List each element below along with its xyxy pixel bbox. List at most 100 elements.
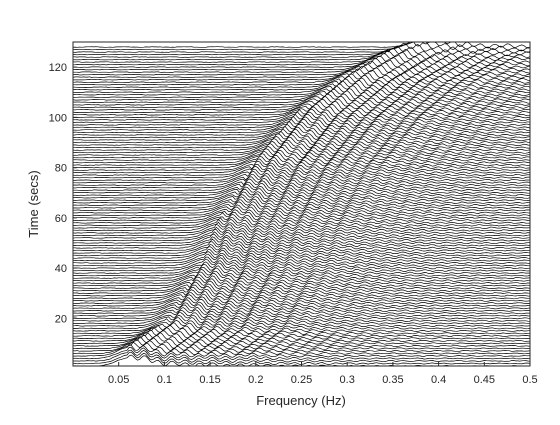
trace-line	[72, 188, 531, 202]
trace-line	[72, 41, 531, 52]
trace-line	[72, 201, 531, 215]
trace-line	[72, 176, 531, 190]
trace-line	[72, 138, 531, 152]
trace-line	[72, 50, 531, 64]
trace-line	[72, 125, 531, 140]
trace-line	[72, 183, 531, 197]
x-tick-label: 0.4	[431, 374, 446, 386]
trace-line	[72, 297, 531, 310]
trace-line	[73, 218, 531, 232]
trace-line	[72, 294, 530, 308]
trace-line	[72, 292, 531, 305]
trace-line	[72, 286, 531, 300]
trace-line	[72, 314, 531, 328]
trace-line	[72, 274, 531, 288]
trace-line	[72, 143, 531, 157]
trace-line	[72, 258, 531, 273]
trace-line	[72, 344, 531, 358]
y-tick-label: 60	[55, 213, 67, 225]
trace-line	[72, 158, 531, 172]
trace-line	[73, 349, 531, 363]
x-tick-label: 0.25	[291, 374, 312, 386]
trace-line	[72, 199, 531, 212]
x-tick-label: 0.2	[248, 374, 263, 386]
trace-line	[72, 153, 531, 167]
trace-line	[72, 96, 531, 109]
trace-line	[72, 73, 531, 87]
x-tick-label: 0.1	[157, 374, 172, 386]
trace-line	[73, 329, 531, 343]
x-tick-label: 0.3	[340, 374, 355, 386]
trace-line	[72, 181, 530, 195]
trace-line	[72, 133, 531, 147]
trace-line	[73, 52, 531, 67]
trace-line	[72, 209, 531, 223]
y-tick-label: 80	[55, 163, 67, 175]
plot-background	[73, 42, 530, 366]
trace-line	[73, 322, 530, 335]
trace-line	[72, 196, 531, 210]
y-axis-ticks: 20 40 60 80 100 120	[49, 62, 77, 325]
trace-line	[73, 186, 531, 200]
trace-line	[72, 191, 531, 205]
trace-line	[72, 70, 531, 84]
trace-line	[72, 341, 531, 355]
trace-line	[72, 130, 531, 145]
trace-line	[73, 213, 531, 228]
trace-line	[72, 55, 531, 69]
trace-line	[73, 243, 531, 258]
trace-line	[72, 93, 531, 107]
trace-line	[72, 299, 531, 313]
trace-line	[72, 347, 531, 360]
trace-line	[72, 115, 531, 130]
trace-line	[72, 228, 531, 242]
trace-line	[73, 103, 531, 117]
trace-line	[73, 251, 531, 265]
trace-line	[72, 241, 531, 255]
trace-line	[72, 160, 531, 175]
trace-line	[72, 261, 531, 275]
y-tick-label: 120	[49, 62, 67, 74]
trace-line	[72, 206, 531, 220]
trace-line	[73, 279, 531, 293]
trace-lines	[72, 41, 531, 367]
y-tick-label: 40	[55, 263, 67, 275]
x-tick-label: 0.45	[474, 374, 495, 386]
trace-line	[72, 98, 531, 112]
trace-line	[72, 101, 531, 114]
trace-line	[72, 281, 531, 295]
trace-line	[73, 128, 531, 142]
trace-line	[73, 58, 531, 72]
x-tick-label: 0.5	[522, 374, 537, 386]
trace-line	[72, 163, 531, 177]
trace-line	[72, 307, 531, 320]
x-axis-label: Frequency (Hz)	[256, 393, 346, 408]
trace-line	[72, 249, 531, 263]
y-axis-label: Time (secs)	[26, 170, 41, 237]
trace-line	[73, 231, 530, 245]
trace-line	[72, 65, 531, 79]
trace-line	[72, 47, 531, 61]
trace-line	[72, 226, 530, 240]
trace-line	[73, 106, 531, 119]
y-tick-label: 100	[49, 112, 67, 124]
trace-line	[72, 120, 531, 135]
trace-line	[72, 148, 531, 162]
trace-line	[72, 204, 531, 217]
trace-line	[72, 80, 531, 94]
trace-line	[73, 68, 531, 82]
trace-line	[72, 324, 531, 338]
trace-line	[72, 171, 531, 185]
trace-line	[72, 113, 531, 127]
trace-line	[73, 271, 531, 285]
trace-line	[72, 268, 531, 283]
trace-line	[72, 233, 531, 248]
trace-line	[72, 211, 531, 225]
trace-line	[72, 327, 531, 340]
trace-line	[72, 253, 531, 268]
trace-line	[72, 246, 531, 260]
trace-line	[72, 173, 531, 187]
trace-line	[72, 45, 531, 59]
trace-line	[72, 221, 531, 235]
